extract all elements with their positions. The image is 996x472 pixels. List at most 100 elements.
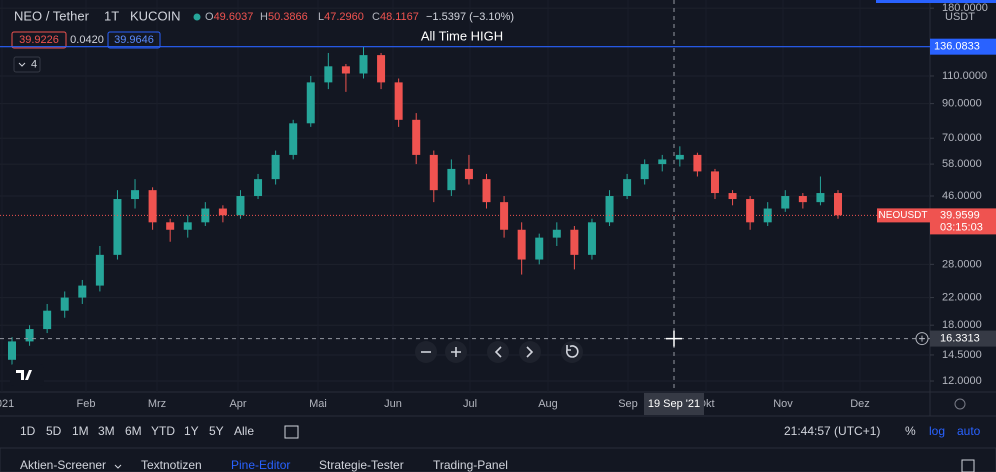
crosshair-price-bg bbox=[930, 330, 996, 347]
range-button[interactable]: 6M bbox=[125, 424, 142, 438]
ohlc-item: C48.1167 bbox=[372, 11, 419, 23]
range-button[interactable]: YTD bbox=[151, 424, 175, 438]
candle-body bbox=[25, 329, 34, 342]
candle-body bbox=[464, 168, 473, 180]
range-buttons: 1D 5D 1M 3M 6M YTD 1Y 5Y Alle bbox=[20, 424, 254, 438]
ohlc-value: 49.6037 bbox=[214, 11, 254, 23]
cursor bbox=[666, 330, 682, 347]
top-accent bbox=[876, 0, 996, 3]
ohlc-key: H bbox=[260, 11, 268, 23]
reset[interactable] bbox=[561, 341, 583, 363]
candle-body bbox=[78, 285, 87, 298]
y-tick-label: 18.0000 bbox=[942, 319, 982, 331]
ohlc-value: 48.1167 bbox=[380, 11, 419, 23]
x-tick-label: Apr bbox=[229, 398, 246, 410]
x-tick-label: Nov bbox=[773, 398, 793, 410]
candle-body bbox=[218, 208, 227, 216]
x-tick-label: Jul bbox=[463, 398, 477, 410]
logo[interactable] bbox=[16, 370, 32, 380]
range-button[interactable]: 5D bbox=[46, 424, 62, 438]
candle-body bbox=[377, 55, 386, 83]
crosshair-date-bg bbox=[644, 393, 704, 415]
candle-body bbox=[306, 82, 315, 124]
range-button[interactable]: 5Y bbox=[209, 424, 224, 438]
range-button[interactable]: 1M bbox=[72, 424, 89, 438]
candle-body bbox=[746, 199, 755, 223]
range-button[interactable]: Alle bbox=[234, 424, 254, 438]
candle-body bbox=[429, 154, 438, 191]
candle-body bbox=[131, 190, 140, 200]
log-toggle[interactable]: log bbox=[929, 424, 945, 438]
candle-body bbox=[289, 123, 298, 155]
candle-body bbox=[271, 154, 280, 180]
x-tick-label: Jun bbox=[384, 398, 402, 410]
y-tick-label: 12.0000 bbox=[942, 375, 982, 387]
scroll-left[interactable] bbox=[487, 341, 509, 363]
percent-toggle[interactable]: % bbox=[905, 424, 916, 438]
range-button[interactable]: 3M bbox=[98, 424, 115, 438]
candle-body bbox=[623, 179, 632, 197]
interval: 1T bbox=[104, 8, 119, 23]
candle-body bbox=[60, 297, 69, 311]
auto-toggle[interactable]: auto bbox=[957, 424, 981, 438]
tab[interactable]: Trading-Panel bbox=[433, 458, 508, 472]
candle-body bbox=[254, 179, 263, 197]
range-button[interactable]: 1D bbox=[20, 424, 36, 438]
x-tick-label: 2021 bbox=[0, 398, 14, 410]
nav-buttons bbox=[415, 341, 583, 363]
candle-body bbox=[394, 82, 403, 120]
x-tick-label: Aug bbox=[538, 398, 558, 410]
candle-body bbox=[482, 179, 491, 203]
candle-body bbox=[517, 229, 526, 260]
annotation: All Time HIGH bbox=[421, 28, 503, 43]
plus-icon bbox=[451, 347, 461, 357]
candle-body bbox=[693, 154, 702, 172]
plot bbox=[0, 7, 930, 382]
y-tick-label: 58.0000 bbox=[942, 158, 982, 170]
x-tick-label: Mrz bbox=[148, 398, 166, 410]
candle-body bbox=[710, 171, 719, 194]
y-tick-label: 70.0000 bbox=[942, 132, 982, 144]
candle-body bbox=[781, 196, 790, 209]
ask-box[interactable] bbox=[107, 31, 161, 49]
ohlc-key: C bbox=[372, 11, 380, 23]
candle-body bbox=[183, 222, 192, 230]
candle-body bbox=[341, 66, 350, 74]
status-dot bbox=[193, 13, 201, 21]
symbol: NEO / Tether bbox=[14, 8, 90, 23]
scroll-right[interactable] bbox=[519, 341, 541, 363]
candle-body bbox=[359, 55, 368, 74]
indicator-toggle[interactable] bbox=[13, 56, 41, 73]
candle-body bbox=[43, 310, 52, 330]
x-tick-label: Dez bbox=[850, 398, 870, 410]
range-button[interactable]: 1Y bbox=[184, 424, 199, 438]
indicator-count: 4 bbox=[31, 58, 37, 70]
maximize[interactable] bbox=[961, 459, 975, 472]
y-tick-label: 46.0000 bbox=[942, 190, 982, 202]
y-tick-label: 110.0000 bbox=[942, 70, 987, 82]
tab[interactable]: Strategie-Tester bbox=[319, 458, 404, 472]
candle-body bbox=[535, 237, 544, 260]
right-icon bbox=[526, 346, 534, 358]
ohlc-key: O bbox=[205, 11, 214, 23]
tab[interactable]: Aktien-Screener bbox=[20, 458, 106, 472]
settings[interactable] bbox=[954, 398, 966, 410]
clock: 21:44:57 (UTC+1) bbox=[784, 424, 880, 438]
reset-icon bbox=[566, 345, 579, 358]
bid-box[interactable] bbox=[11, 31, 67, 49]
candle-body bbox=[834, 193, 842, 216]
spread: 0.0420 bbox=[70, 34, 104, 46]
ask: 39.9646 bbox=[114, 34, 154, 46]
candle-body bbox=[816, 193, 825, 203]
tab[interactable]: Pine-Editor bbox=[231, 458, 290, 472]
candle-body bbox=[201, 208, 210, 223]
last-price: 39.9599 bbox=[940, 209, 980, 221]
candle-body bbox=[587, 222, 596, 255]
candle-body bbox=[148, 190, 157, 223]
tab[interactable]: Textnotizen bbox=[141, 458, 202, 472]
ohlc-value: 47.2960 bbox=[324, 11, 364, 23]
tabs: Aktien-Screener Textnotizen Pine-Editor Str… bbox=[20, 458, 508, 472]
date-range-icon[interactable] bbox=[284, 425, 299, 439]
